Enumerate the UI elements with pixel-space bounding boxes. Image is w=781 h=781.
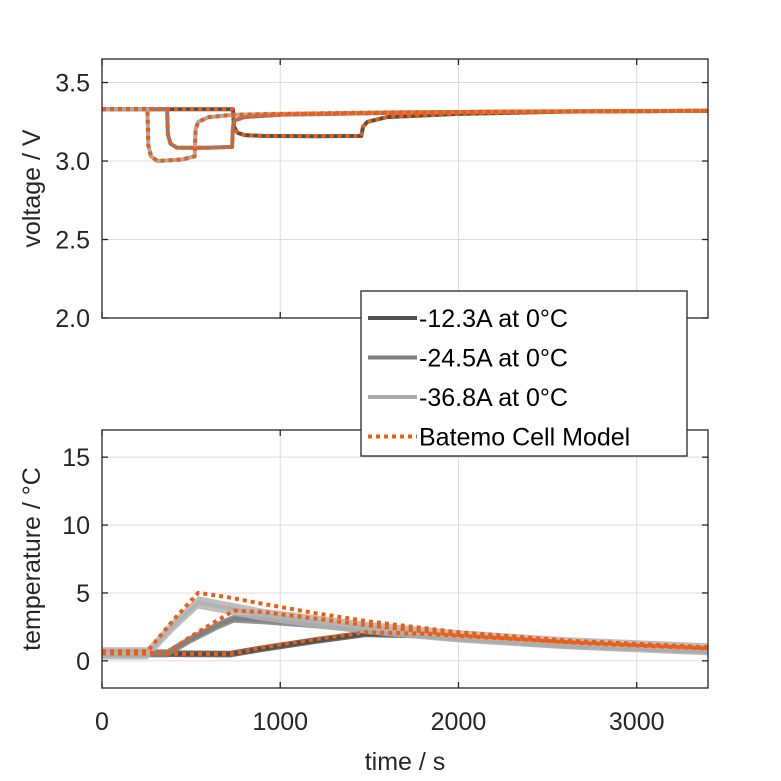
y-tick-label: 2.5	[55, 227, 90, 255]
x-tick-label: 2000	[431, 708, 487, 736]
y-tick-label: 0	[76, 648, 90, 676]
x-axis-label: time / s	[365, 748, 446, 776]
axes-box	[101, 58, 709, 319]
legend-label-2: -36.8A at 0°C	[419, 384, 568, 412]
model-line-0	[102, 630, 708, 657]
model-line-1	[102, 107, 708, 150]
temperature-panel: 0 5 10 15 0 1000 2000 3000 temperature / °C time …	[18, 429, 709, 776]
y-tick-label: 15	[62, 444, 90, 472]
x-tick-label: 1000	[252, 708, 308, 736]
y-tick-label: 3.0	[55, 148, 90, 176]
y-axis-label: voltage / V	[18, 129, 46, 247]
legend: -12.3A at 0°C -24.5A at 0°C -36.8A at 0°C B…	[360, 290, 688, 457]
y-tick-label: 3.5	[55, 70, 90, 98]
y-axis-label: temperature / °C	[18, 467, 46, 651]
y-tick-label: 10	[62, 512, 90, 540]
series-group	[102, 107, 708, 163]
series-group	[102, 590, 708, 660]
y-tick-label: 2.0	[55, 305, 90, 333]
model-line-0	[102, 107, 708, 139]
voltage-panel: 2.0 2.5 3.0 3.5 voltage / V	[18, 58, 709, 333]
legend-label-1: -24.5A at 0°C	[419, 345, 568, 373]
x-tick-label: 3000	[609, 708, 665, 736]
y-tick-label: 5	[76, 580, 90, 608]
model-line-2	[102, 590, 708, 654]
x-tick-label: 0	[95, 708, 109, 736]
legend-label-3: Batemo Cell Model	[419, 424, 630, 452]
legend-label-0: -12.3A at 0°C	[419, 305, 568, 333]
